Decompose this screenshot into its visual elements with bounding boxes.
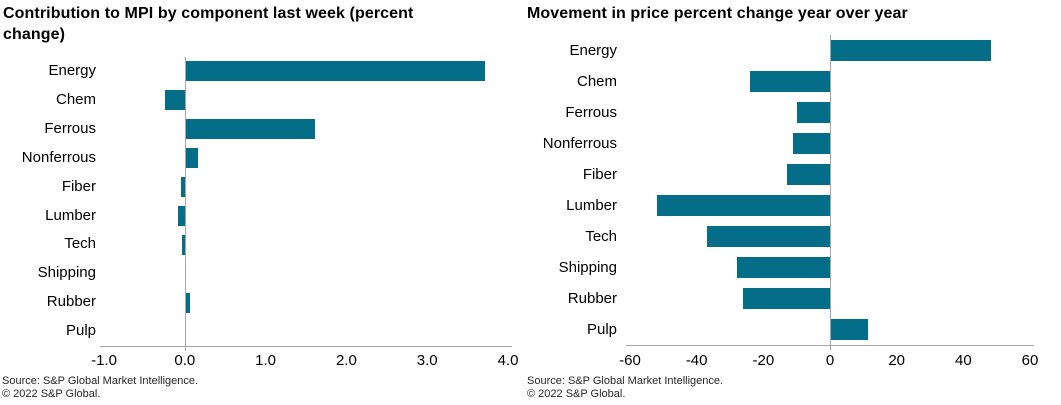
chart-title: Movement in price percent change year ov… bbox=[527, 5, 908, 22]
x-tick-label: -20 bbox=[752, 352, 775, 369]
x-tick-label: -60 bbox=[619, 352, 641, 369]
bar-pulp bbox=[831, 319, 868, 340]
source-text: Source: S&P Global Market Intelligence. … bbox=[2, 375, 198, 401]
category-label: Pulp bbox=[65, 322, 96, 340]
x-tick-label: 0 bbox=[825, 352, 835, 369]
zero-line bbox=[830, 35, 831, 350]
category-label: Ferrous bbox=[44, 119, 96, 137]
category-label: Energy bbox=[48, 62, 96, 79]
category-label: Rubber bbox=[567, 290, 617, 307]
bar-shipping bbox=[736, 257, 830, 278]
bar-nonferrous bbox=[185, 148, 198, 169]
source-text: Source: S&P Global Market Intelligence. … bbox=[527, 375, 723, 401]
bar-tech bbox=[182, 234, 185, 255]
bar-energy bbox=[831, 40, 991, 61]
category-label: Energy bbox=[569, 42, 617, 59]
chart-mpi-contribution: Contribution to MPI by component last we… bbox=[0, 0, 518, 405]
category-label: Lumber bbox=[566, 197, 617, 214]
bar-tech bbox=[706, 226, 830, 247]
x-tick-label: 60 bbox=[1021, 352, 1039, 369]
x-tick-label: 2.0 bbox=[335, 352, 357, 369]
category-label: Shipping bbox=[558, 259, 617, 276]
copyright-line: © 2022 S&P Global. bbox=[527, 388, 626, 400]
source-line: Source: S&P Global Market Intelligence. bbox=[527, 375, 724, 387]
copyright-line: © 2022 S&P Global. bbox=[2, 388, 101, 400]
x-tick-label: -1.0 bbox=[91, 352, 117, 369]
category-label: Chem bbox=[55, 90, 96, 108]
category-label: Tech bbox=[64, 235, 96, 253]
bar-ferrous bbox=[796, 102, 830, 123]
category-label: Fiber bbox=[61, 177, 96, 195]
x-tick-label: 1.0 bbox=[255, 352, 277, 369]
bar-nonferrous bbox=[793, 133, 830, 154]
category-label: Nonferrous bbox=[21, 148, 96, 166]
zero-line bbox=[184, 57, 186, 351]
x-tick-label: 40 bbox=[954, 352, 972, 369]
x-tick-label: 4.0 bbox=[497, 352, 519, 369]
bar-chem bbox=[164, 90, 185, 111]
chart-title: Contribution to MPI by component last we… bbox=[3, 5, 414, 43]
bar-ferrous bbox=[185, 119, 316, 140]
bar-lumber bbox=[178, 205, 185, 226]
category-label: Shipping bbox=[37, 264, 96, 282]
x-axis-line bbox=[626, 345, 1034, 346]
bar-rubber bbox=[743, 288, 830, 309]
x-axis-line bbox=[100, 346, 512, 347]
x-tick-label: 20 bbox=[888, 352, 905, 369]
category-label: Fiber bbox=[582, 166, 617, 183]
x-tick-label: 0.0 bbox=[174, 352, 196, 369]
bar-chem bbox=[750, 71, 830, 92]
category-label: Lumber bbox=[45, 206, 96, 224]
bar-fiber bbox=[786, 164, 830, 185]
category-label: Chem bbox=[576, 73, 617, 90]
category-label: Rubber bbox=[46, 293, 96, 311]
category-label: Tech bbox=[585, 228, 617, 245]
category-label: Ferrous bbox=[565, 104, 617, 121]
x-tick-label: -40 bbox=[685, 352, 708, 369]
bar-fiber bbox=[180, 177, 185, 198]
category-label: Pulp bbox=[586, 321, 617, 338]
bar-rubber bbox=[185, 292, 190, 313]
x-tick-label: 3.0 bbox=[416, 352, 438, 369]
bar-energy bbox=[185, 61, 485, 82]
bar-lumber bbox=[656, 195, 830, 216]
category-label: Nonferrous bbox=[542, 135, 617, 152]
source-line: Source: S&P Global Market Intelligence. bbox=[2, 375, 199, 387]
chart-price-movement: Movement in price percent change year ov… bbox=[525, 0, 1061, 405]
